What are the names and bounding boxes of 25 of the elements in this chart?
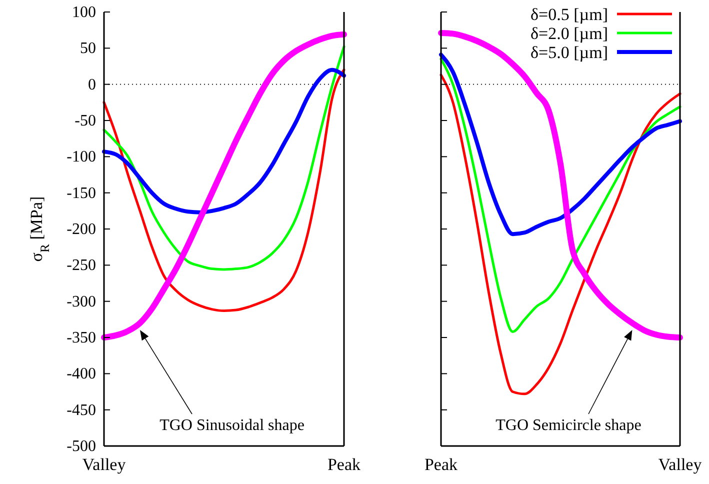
y-tick-label: -50 [74,112,96,130]
x-tick-label: Valley [658,455,702,474]
x-tick-label: Peak [424,455,458,474]
legend-label: δ=5.0 [µm] [530,43,608,62]
y-tick-label: 0 [88,76,96,94]
y-tick-label: -250 [66,257,96,274]
x-tick-label: Valley [82,455,126,474]
y-tick-label: -500 [66,438,96,455]
line-series [102,68,346,214]
y-tick-label: 100 [72,4,96,21]
y-tick-label: -450 [66,402,96,419]
y-tick-label: -300 [66,293,96,310]
line-series [102,45,346,271]
y-tick-label: -350 [66,330,96,346]
legend-label: δ=2.0 [µm] [530,24,608,43]
annotation: TGO Semicircle shape [496,417,642,434]
line-series [102,68,346,312]
legend-label: δ=0.5 [µm] [530,5,608,24]
y-tick-label: -100 [66,148,96,166]
annotation: TGO Sinusoidal shape [160,417,304,434]
y-tick-label: -150 [66,184,96,202]
y-tick-label: -400 [66,366,96,383]
y-tick-label: -200 [66,221,96,238]
y-tick-label: 50 [80,40,96,58]
x-tick-label: Peak [327,455,362,474]
